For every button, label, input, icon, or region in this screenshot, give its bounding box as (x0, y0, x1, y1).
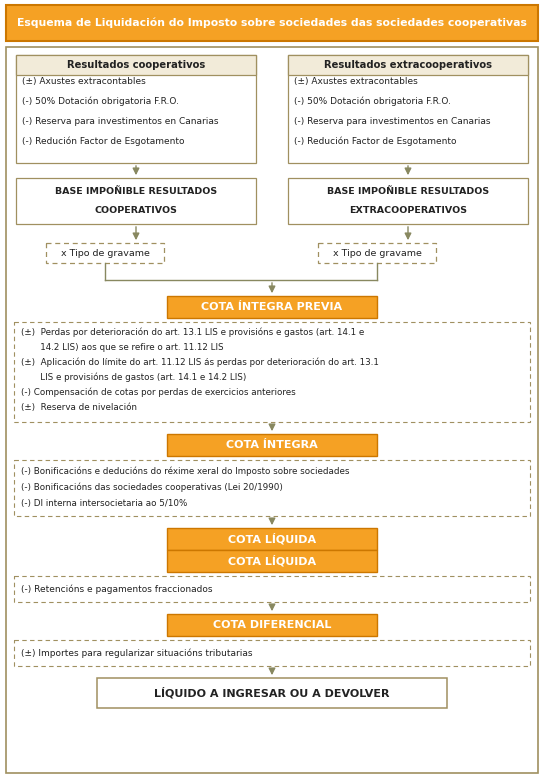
Bar (14, 460, 530, 516)
Text: (±)  Aplicación do límite do art. 11.12 LIS ás perdas por deterioración do art. : (±) Aplicación do límite do art. 11.12 L… (21, 357, 379, 366)
Bar (46, 243, 164, 263)
Bar (16, 55, 256, 163)
Text: LIS e provisións de gastos (art. 14.1 e 14.2 LIS): LIS e provisións de gastos (art. 14.1 e … (21, 372, 246, 382)
Text: (-) Bonificacións das sociedades cooperativas (Lei 20/1990): (-) Bonificacións das sociedades coopera… (21, 482, 283, 492)
Text: COOPERATIVOS: COOPERATIVOS (95, 205, 177, 215)
Text: BASE IMPOÑIBLE RESULTADOS: BASE IMPOÑIBLE RESULTADOS (327, 187, 489, 195)
Text: COTA ÍNTEGRA PREVIA: COTA ÍNTEGRA PREVIA (201, 302, 343, 312)
Text: (±)  Perdas por deterioración do art. 13.1 LIS e provisións e gastos (art. 14.1 : (±) Perdas por deterioración do art. 13.… (21, 328, 364, 337)
Bar (16, 55, 256, 75)
Text: 14.2 LIS) aos que se refire o art. 11.12 LIS: 14.2 LIS) aos que se refire o art. 11.12… (21, 342, 224, 352)
Text: COTA LÍQUIDA: COTA LÍQUIDA (228, 533, 316, 545)
Bar (14, 322, 530, 422)
Bar (167, 550, 377, 572)
Text: LÍQUIDO A INGRESAR OU A DEVOLVER: LÍQUIDO A INGRESAR OU A DEVOLVER (154, 687, 390, 699)
Text: (-) 50% Dotación obrigatoria F.R.O.: (-) 50% Dotación obrigatoria F.R.O. (294, 96, 451, 106)
Text: (±) Importes para regularizar situacións tributarias: (±) Importes para regularizar situacións… (21, 648, 252, 657)
Bar (97, 678, 447, 708)
Text: x Tipo de gravame: x Tipo de gravame (60, 248, 150, 258)
Text: (-) 50% Dotación obrigatoria F.R.O.: (-) 50% Dotación obrigatoria F.R.O. (22, 96, 179, 106)
Bar (167, 434, 377, 456)
Bar (288, 178, 528, 224)
Text: (-) Reserva para investimentos en Canarias: (-) Reserva para investimentos en Canari… (294, 117, 491, 125)
Bar (167, 296, 377, 318)
Text: (±) Axustes extracontables: (±) Axustes extracontables (22, 76, 146, 86)
Text: Resultados extracooperativos: Resultados extracooperativos (324, 60, 492, 70)
Bar (14, 640, 530, 666)
Bar (14, 576, 530, 602)
Bar (288, 55, 528, 163)
Bar (318, 243, 436, 263)
Text: (-) Reserva para investimentos en Canarias: (-) Reserva para investimentos en Canari… (22, 117, 219, 125)
Bar (16, 178, 256, 224)
Text: Esquema de Liquidación do Imposto sobre sociedades das sociedades cooperativas: Esquema de Liquidación do Imposto sobre … (17, 18, 527, 28)
Text: (-) Retencións e pagamentos fraccionados: (-) Retencións e pagamentos fraccionados (21, 584, 213, 594)
Text: EXTRACOOPERATIVOS: EXTRACOOPERATIVOS (349, 205, 467, 215)
Text: COTA ÍNTEGRA: COTA ÍNTEGRA (226, 440, 318, 450)
Text: (-) Redución Factor de Esgotamento: (-) Redución Factor de Esgotamento (294, 136, 456, 145)
Text: BASE IMPOÑIBLE RESULTADOS: BASE IMPOÑIBLE RESULTADOS (55, 187, 217, 195)
Text: (-) Bonificacións e deducións do réxime xeral do Imposto sobre sociedades: (-) Bonificacións e deducións do réxime … (21, 466, 349, 476)
Text: (-) DI interna intersocietaria ao 5/10%: (-) DI interna intersocietaria ao 5/10% (21, 499, 187, 507)
Bar (288, 55, 528, 75)
Bar (167, 528, 377, 550)
Text: (-) Compensación de cotas por perdas de exercicios anteriores: (-) Compensación de cotas por perdas de … (21, 387, 296, 397)
Text: COTA LÍQUIDA: COTA LÍQUIDA (228, 555, 316, 566)
Text: x Tipo de gravame: x Tipo de gravame (332, 248, 422, 258)
Bar (6, 5, 538, 41)
Text: (±) Axustes extracontables: (±) Axustes extracontables (294, 76, 418, 86)
Text: COTA DIFERENCIAL: COTA DIFERENCIAL (213, 620, 331, 630)
Text: (-) Redución Factor de Esgotamento: (-) Redución Factor de Esgotamento (22, 136, 184, 145)
Text: Resultados cooperativos: Resultados cooperativos (67, 60, 205, 70)
Text: (±)  Reserva de nivelación: (±) Reserva de nivelación (21, 402, 137, 412)
Bar (167, 614, 377, 636)
